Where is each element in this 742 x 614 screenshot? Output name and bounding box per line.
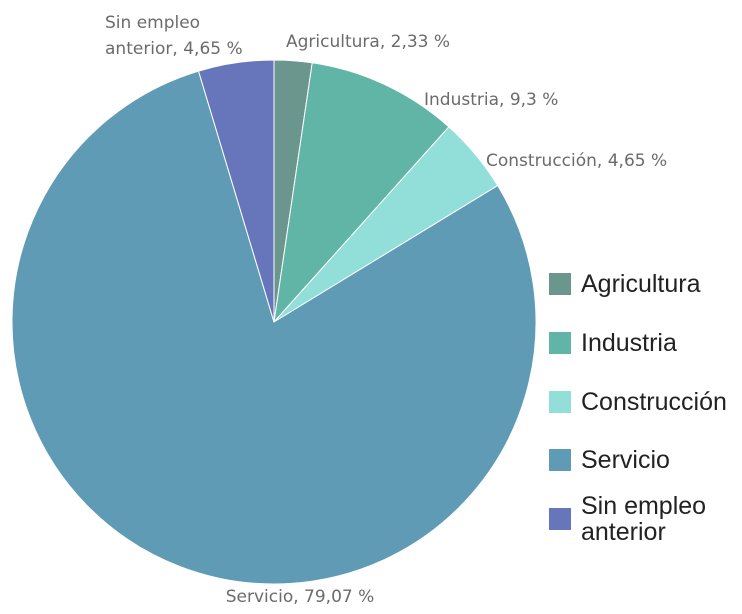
legend-item-2: Construcción [549,388,727,416]
chart-legend: Agricultura Industria Construcción Servicio… [549,270,727,546]
pie-slices [11,59,537,585]
legend-label-4: Sin empleo anterior [581,492,706,546]
legend-item-1: Industria [549,329,677,357]
legend-item-0: Agricultura [549,270,701,298]
slice-labels: Agricultura, 2,33 % Industria, 9,3 % Const… [105,13,667,607]
pie-slice-4 [197,59,275,323]
legend-label-0: Agricultura [581,270,701,298]
legend-swatch-3 [549,449,571,471]
pie-slice-1 [273,62,450,324]
legend-label-2: Construcción [581,388,727,416]
legend-item-4: Sin empleo anterior [549,492,706,546]
slice-label-4: Sin empleo anterior, 4,65 % [105,13,243,59]
slice-label-1: Industria, 9,3 % [424,90,558,110]
legend-swatch-4 [549,508,571,530]
legend-label-3: Servicio [581,446,670,474]
legend-label-1: Industria [581,329,677,357]
legend-swatch-1 [549,332,571,354]
legend-item-3: Servicio [549,446,670,474]
legend-swatch-2 [549,391,571,413]
slice-label-3: Servicio, 79,07 % [226,587,375,607]
pie-slice-3 [11,70,537,585]
legend-swatch-0 [549,273,571,295]
slice-label-0: Agricultura, 2,33 % [286,32,450,52]
slice-label-2: Construcción, 4,65 % [486,151,667,171]
